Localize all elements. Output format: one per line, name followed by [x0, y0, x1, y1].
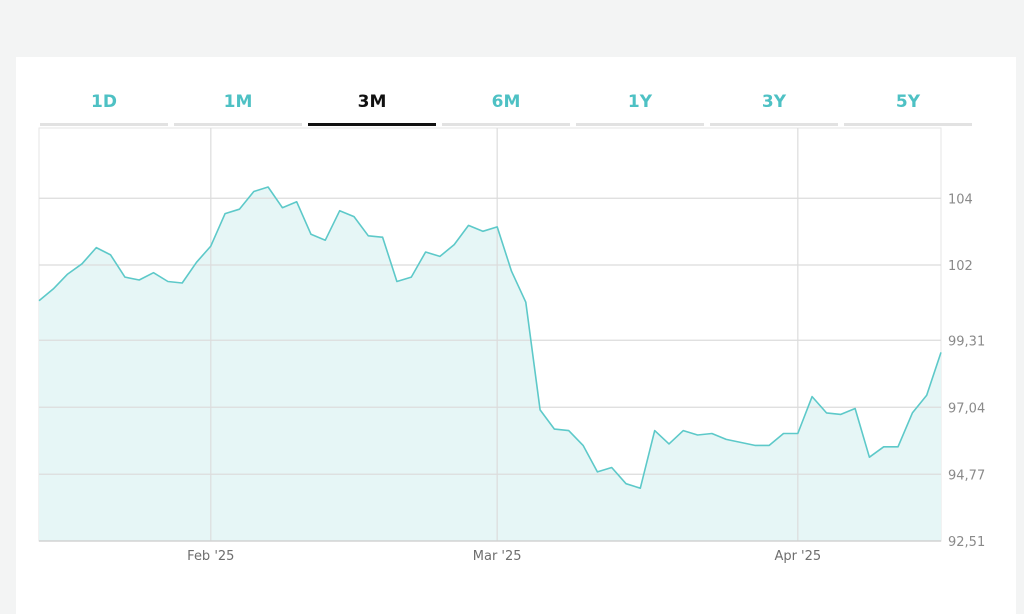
tab-1y[interactable]: 1Y: [576, 90, 704, 126]
y-tick-label: 94,77: [948, 468, 985, 483]
y-tick-label: 97,04: [948, 401, 985, 416]
tab-3m[interactable]: 3M: [308, 90, 436, 126]
price-line: [38, 186, 942, 489]
price-area: [39, 187, 941, 541]
tab-3y[interactable]: 3Y: [710, 90, 838, 126]
y-tick-label: 104: [948, 192, 973, 207]
y-tick-label: 102: [948, 259, 973, 274]
tab-5y[interactable]: 5Y: [844, 90, 972, 126]
tab-6m[interactable]: 6M: [442, 90, 570, 126]
range-tabs: 1D 1M 3M 6M 1Y 3Y 5Y: [16, 57, 1016, 127]
y-tick-label: 99,31: [948, 334, 985, 349]
x-tick-label: Feb '25: [187, 549, 234, 564]
x-tick-label: Mar '25: [473, 549, 522, 564]
tab-1d[interactable]: 1D: [40, 90, 168, 126]
x-tick-label: Apr '25: [774, 549, 821, 564]
y-tick-label: 92,51: [948, 535, 985, 550]
tab-1m[interactable]: 1M: [174, 90, 302, 126]
